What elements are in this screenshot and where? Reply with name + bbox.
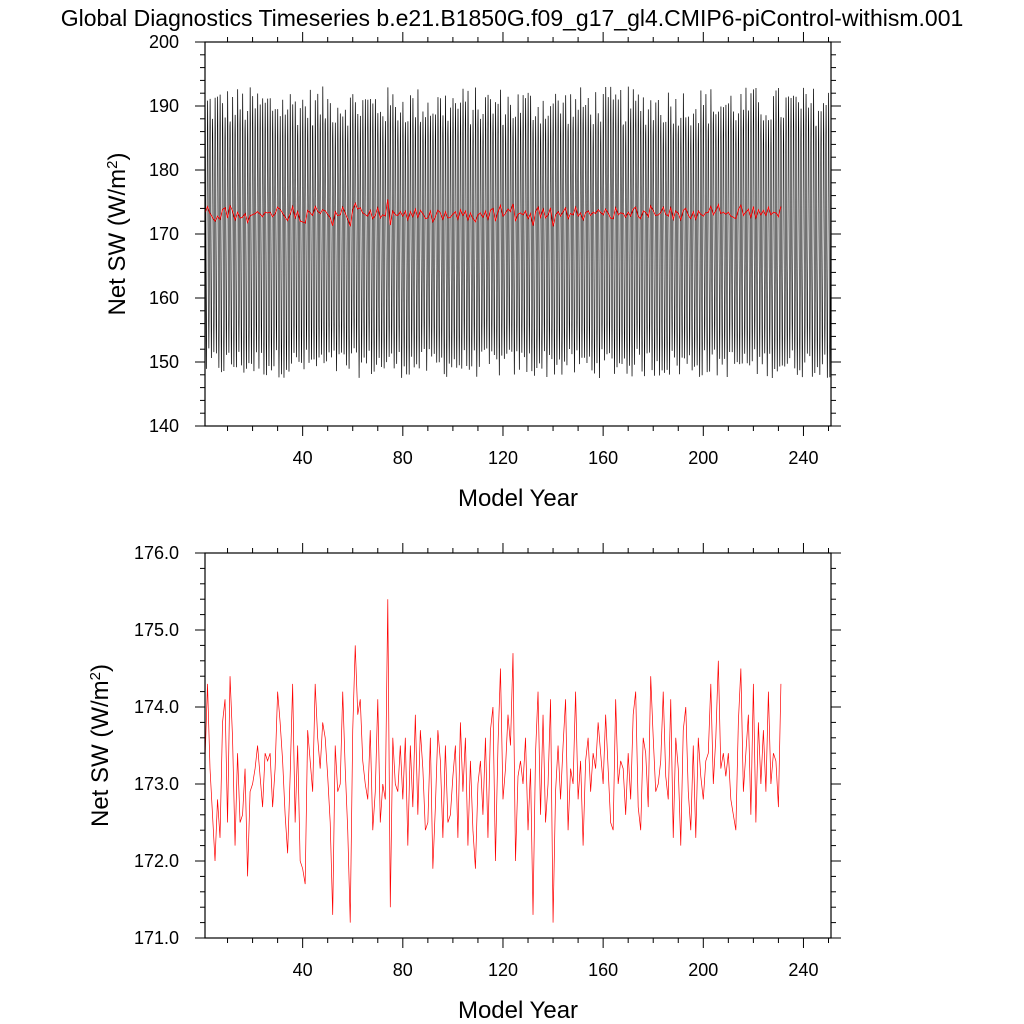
y-tick-label: 140 (149, 416, 179, 436)
x-tick-label: 240 (788, 448, 818, 468)
y-tick-label: 175.0 (134, 620, 179, 640)
y-tick-label: 160 (149, 288, 179, 308)
x-tick-label: 40 (293, 960, 313, 980)
x-tick-label: 200 (688, 960, 718, 980)
x-tick-label: 40 (293, 448, 313, 468)
y-tick-label: 170 (149, 224, 179, 244)
y-tick-label: 171.0 (134, 928, 179, 948)
y-tick-label: 190 (149, 96, 179, 116)
x-tick-label: 160 (588, 448, 618, 468)
monthly-series-line (205, 86, 831, 378)
y-tick-label: 180 (149, 160, 179, 180)
x-tick-label: 120 (488, 960, 518, 980)
x-tick-label: 160 (588, 960, 618, 980)
x-tick-label: 80 (393, 960, 413, 980)
x-tick-label: 120 (488, 448, 518, 468)
plot-frame (204, 552, 832, 939)
x-axis-title: Model Year (458, 485, 578, 512)
y-tick-label: 176.0 (134, 543, 179, 563)
x-tick-label: 200 (688, 448, 718, 468)
y-tick-label: 200 (149, 32, 179, 52)
x-axis-title: Model Year (458, 997, 578, 1024)
y-axis-title: Net SW (W/m2) (87, 664, 115, 827)
x-tick-label: 240 (788, 960, 818, 980)
annual-mean-series-line (205, 599, 782, 923)
bottom-panel: 40 80 120 160 200 240 171.0 172.0 173.0 174.0 175.… (87, 543, 841, 1024)
annual-mean-series-line (205, 199, 782, 227)
x-tick-label: 80 (393, 448, 413, 468)
figure-title: Global Diagnostics Timeseries b.e21.B185… (61, 5, 964, 31)
y-tick-label: 174.0 (134, 697, 179, 717)
top-panel: 40 80 120 160 200 240 140 150 160 170 180 190 200 Mod… (104, 32, 841, 512)
y-tick-label: 172.0 (134, 851, 179, 871)
y-axis-title: Net SW (W/m2) (104, 153, 132, 316)
y-tick-label: 173.0 (134, 774, 179, 794)
y-tick-label: 150 (149, 352, 179, 372)
